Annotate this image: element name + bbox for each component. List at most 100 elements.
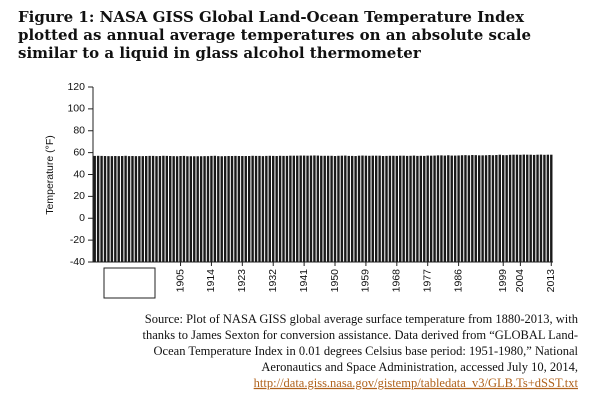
bar: [433, 155, 436, 262]
bar: [330, 155, 333, 262]
bar: [529, 154, 532, 262]
bar: [416, 155, 419, 262]
bar: [505, 155, 508, 262]
bar: [199, 156, 203, 262]
bar: [110, 156, 114, 262]
bar: [145, 156, 148, 262]
bar: [484, 155, 488, 262]
bar: [519, 154, 522, 262]
bar: [536, 154, 539, 262]
bar: [412, 155, 416, 262]
bar: [261, 156, 265, 262]
bar: [344, 155, 347, 262]
bar: [134, 156, 138, 262]
bar: [282, 155, 285, 262]
bar: [392, 155, 395, 262]
bar: [175, 156, 179, 262]
caption: Aeronautics and Space Administration, ac…: [261, 360, 578, 374]
bar: [103, 156, 107, 262]
bar: [272, 155, 275, 262]
bar: [464, 155, 467, 262]
bar: [440, 155, 443, 262]
bar: [299, 155, 302, 262]
y-tick-label: 120: [67, 81, 85, 93]
y-tick-label: 20: [73, 190, 85, 202]
bar: [371, 155, 374, 262]
bar: [96, 155, 100, 262]
bar: [460, 155, 464, 262]
bar: [251, 155, 254, 262]
bar: [227, 156, 230, 262]
bar: [498, 154, 501, 262]
bar: [491, 155, 495, 262]
bar: [241, 156, 244, 262]
bar: [443, 155, 447, 262]
bar: [532, 154, 536, 262]
bar: [196, 156, 199, 262]
bar: [326, 155, 330, 262]
bar: [361, 155, 364, 262]
bar: [467, 155, 471, 262]
bar: [234, 155, 237, 262]
caption: thanks to James Sexton for conversion as…: [142, 328, 578, 342]
y-axis-label: Temperature (°F): [44, 135, 56, 214]
bar: [364, 155, 368, 262]
bar: [426, 155, 429, 262]
bar: [237, 156, 241, 262]
bar: [151, 155, 155, 262]
bar: [223, 156, 227, 262]
bar: [254, 155, 258, 262]
bar: [265, 155, 268, 262]
bar: [405, 155, 409, 262]
bar: [388, 155, 392, 262]
bar: [292, 155, 296, 262]
x-tick-label: 1959: [360, 269, 372, 293]
chart-title: Figure 1: NASA GISS Global Land-Ocean Te…: [18, 8, 525, 26]
blank-box: [103, 267, 156, 299]
x-tick-label: 1932: [267, 269, 279, 293]
bar: [275, 156, 278, 262]
y-tick-label: -20: [70, 234, 85, 246]
bar: [395, 155, 399, 262]
bar: [179, 156, 182, 262]
bar: [515, 154, 519, 262]
bar: [114, 156, 117, 262]
bar: [302, 155, 306, 262]
x-tick-label: 1999: [497, 269, 509, 293]
x-tick-label: 1950: [329, 269, 341, 293]
bar: [495, 155, 498, 262]
bar: [169, 156, 172, 262]
bar: [316, 155, 320, 262]
x-tick-label: 1941: [298, 269, 310, 293]
bar: [268, 155, 271, 262]
bar: [220, 156, 223, 262]
bar: [309, 155, 313, 262]
bar: [457, 155, 460, 262]
bar: [502, 155, 505, 262]
chart-title: plotted as annual average temperatures o…: [18, 26, 531, 44]
bar: [124, 155, 127, 262]
bar: [436, 155, 440, 262]
bar: [488, 155, 491, 262]
bar: [337, 155, 340, 262]
caption: Source: Plot of NASA GISS global average…: [145, 312, 579, 326]
bar: [313, 155, 316, 262]
bar: [182, 155, 186, 262]
bar: [512, 154, 515, 262]
bar: [296, 155, 299, 262]
x-tick-label: 1914: [205, 269, 217, 293]
bar: [165, 155, 169, 262]
y-tick-label: 60: [73, 146, 85, 158]
bar: [381, 156, 385, 262]
bar: [193, 156, 196, 262]
bar: [546, 154, 550, 262]
y-tick-label: 0: [79, 212, 85, 224]
bar: [543, 154, 546, 262]
bar: [100, 155, 103, 262]
bar: [107, 156, 110, 262]
bar: [244, 156, 247, 262]
chart-title: similar to a liquid in glass alcohol the…: [18, 44, 422, 62]
bar: [526, 154, 529, 262]
source-link[interactable]: http://data.giss.nasa.gov/gistemp/tabled…: [254, 376, 579, 390]
